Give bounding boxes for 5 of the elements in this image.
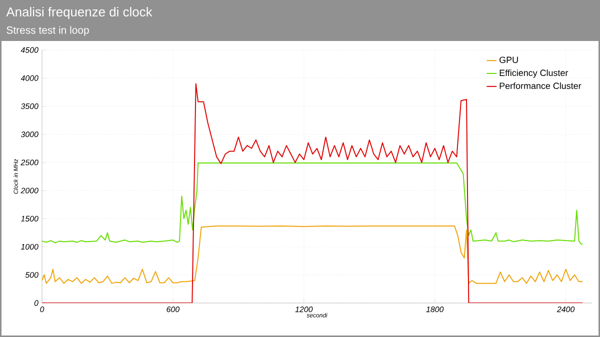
- legend-label: Efficiency Cluster: [500, 69, 568, 78]
- chart-subtitle: Stress test in loop: [6, 26, 89, 36]
- legend-label: Performance Cluster: [500, 82, 582, 90]
- chart-title: Analisi frequenze di clock: [6, 6, 152, 20]
- legend-label: GPU: [500, 56, 518, 64]
